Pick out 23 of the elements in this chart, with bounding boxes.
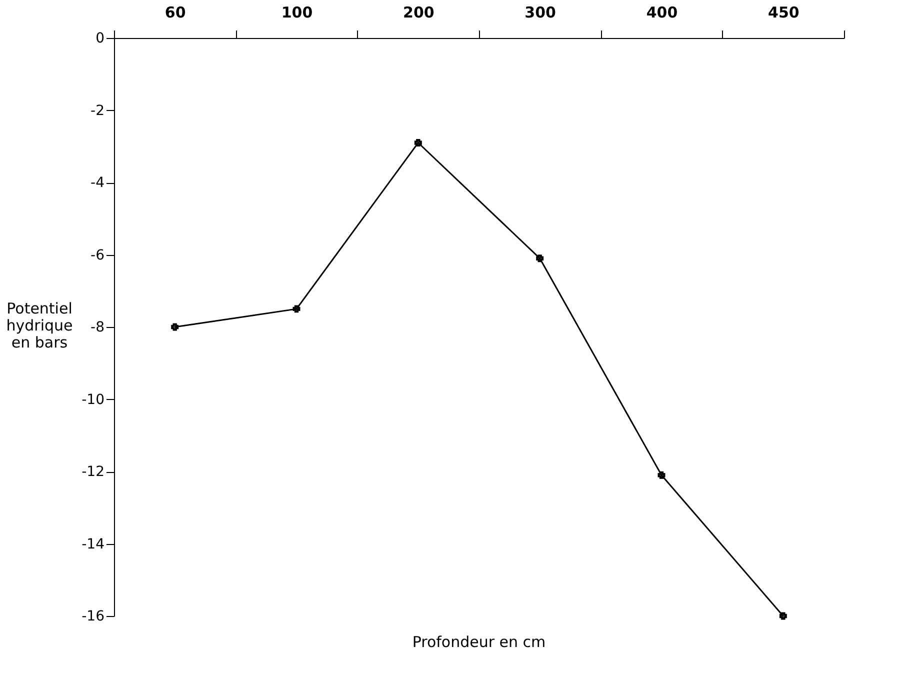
x-tick-label: 100: [281, 4, 313, 22]
point: [536, 254, 544, 262]
y-tick-label: -14: [82, 536, 105, 552]
point: [171, 323, 179, 331]
x-tick-label: 400: [646, 4, 678, 22]
point: [414, 139, 422, 146]
x-tick-label: 60: [164, 4, 186, 22]
y-tick-label: 0: [96, 30, 104, 46]
y-tick-label: -6: [90, 247, 105, 264]
x-axis-title: Profondeur en cm: [412, 633, 546, 651]
y-tick-label: -16: [82, 608, 105, 624]
y-tick-label: -8: [90, 320, 104, 336]
y-tick-label: -4: [90, 175, 105, 191]
point: [658, 471, 666, 479]
x-tick-label: 450: [768, 4, 800, 22]
point: [292, 305, 300, 313]
point: [779, 612, 787, 620]
y-tick-label: -12: [82, 464, 104, 480]
x-tick-label: 300: [524, 4, 556, 22]
y-tick-label: -2: [90, 102, 104, 119]
y-axis-title: Potentiel hydrique en bars: [6, 300, 73, 352]
y-tick-label: -10: [82, 392, 104, 408]
x-tick-label: 200: [403, 4, 434, 22]
